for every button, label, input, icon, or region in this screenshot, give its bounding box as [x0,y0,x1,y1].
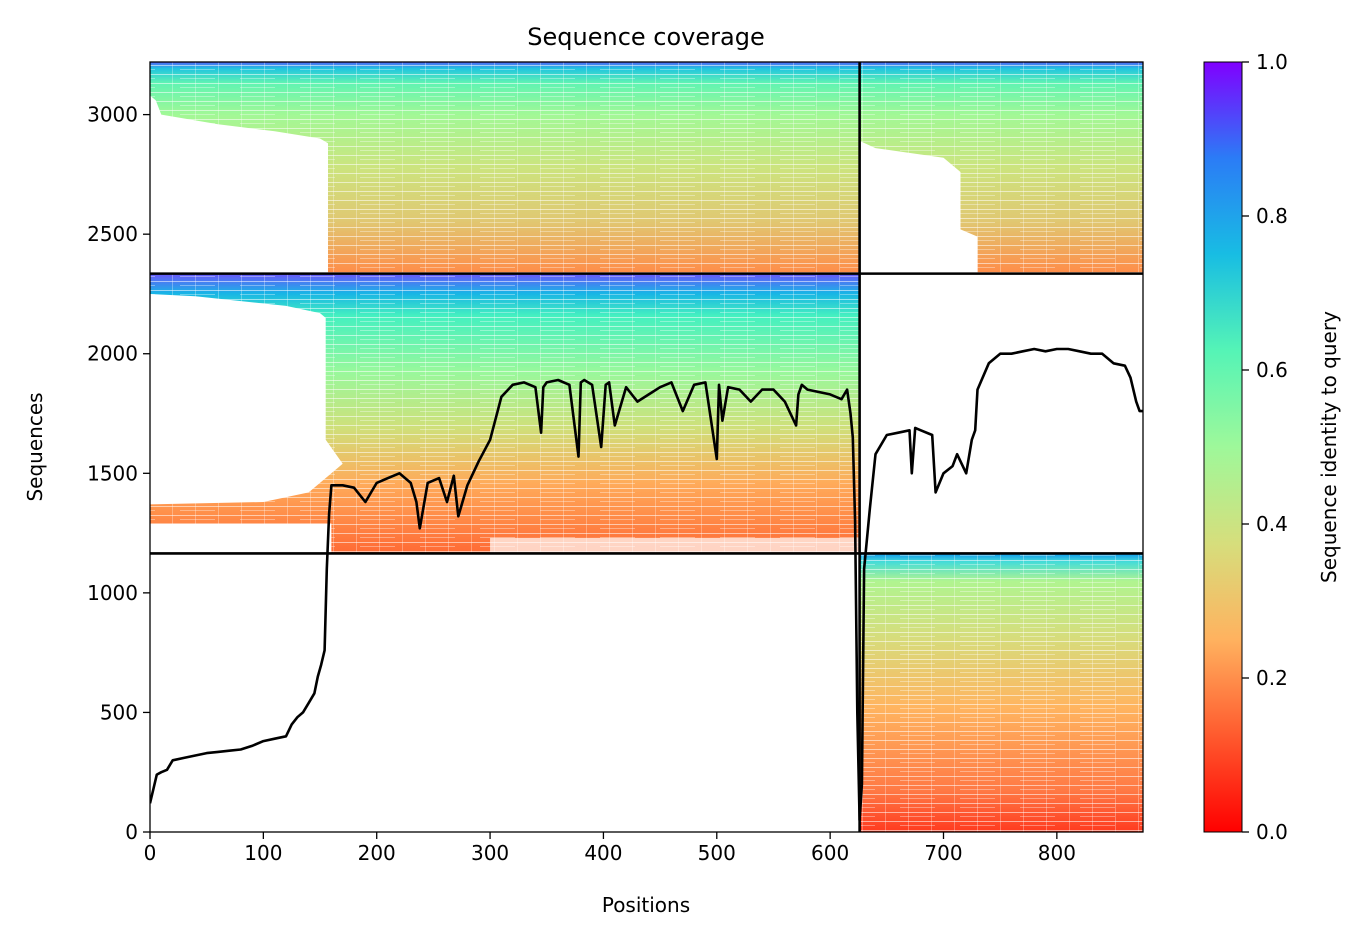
y-axis-ticks: 0 500 1000 1500 2000 2500 3000 [87,103,150,844]
uncovered-region-1 [150,95,328,274]
y-tick-label: 0 [125,820,138,844]
x-tick-label: 100 [244,841,282,865]
chart-title: Sequence coverage [527,23,764,51]
x-axis-ticks: 0 100 200 300 400 500 600 700 800 [144,832,1076,865]
x-tick-label: 600 [811,841,849,865]
x-tick-label: 300 [471,841,509,865]
colorbar-tick-label: 0.2 [1256,666,1288,690]
y-tick-label: 1000 [87,581,138,605]
colorbar-tick-label: 0.4 [1256,512,1288,536]
coverage-line-path [150,347,1143,822]
x-tick-label: 500 [698,841,736,865]
x-tick-label: 0 [144,841,157,865]
colorbar-tick-label: 1.0 [1256,50,1288,74]
coverage-heatmap [150,62,1143,832]
colorbar-ticks: 0.0 0.2 0.4 0.6 0.8 1.0 [1242,50,1288,844]
y-tick-label: 2500 [87,222,138,246]
uncovered-region-4 [150,523,332,554]
uncovered-region-3 [859,140,978,274]
uncovered-region-5 [490,537,860,554]
x-tick-label: 700 [924,841,962,865]
plot-frame [149,61,1144,833]
colorbar [1203,61,1243,833]
y-tick-label: 3000 [87,103,138,127]
colorbar-tick-label: 0.6 [1256,358,1288,382]
colorbar-tick-label: 0.0 [1256,820,1288,844]
colorbar-tick-label: 0.8 [1256,204,1288,228]
y-tick-label: 2000 [87,342,138,366]
x-axis-label: Positions [602,893,690,917]
coverage-line [150,347,1143,822]
uncovered-region-2 [150,294,343,505]
x-tick-label: 200 [358,841,396,865]
block-texture-v-chain-B-unpaired [859,553,1143,832]
colorbar-label: Sequence identity to query [1317,311,1341,583]
x-tick-label: 800 [1038,841,1076,865]
group-dividers [150,62,1143,832]
x-tick-label: 400 [584,841,622,865]
y-tick-label: 1500 [87,461,138,485]
y-axis-label: Sequences [23,392,47,501]
y-tick-label: 500 [100,700,138,724]
